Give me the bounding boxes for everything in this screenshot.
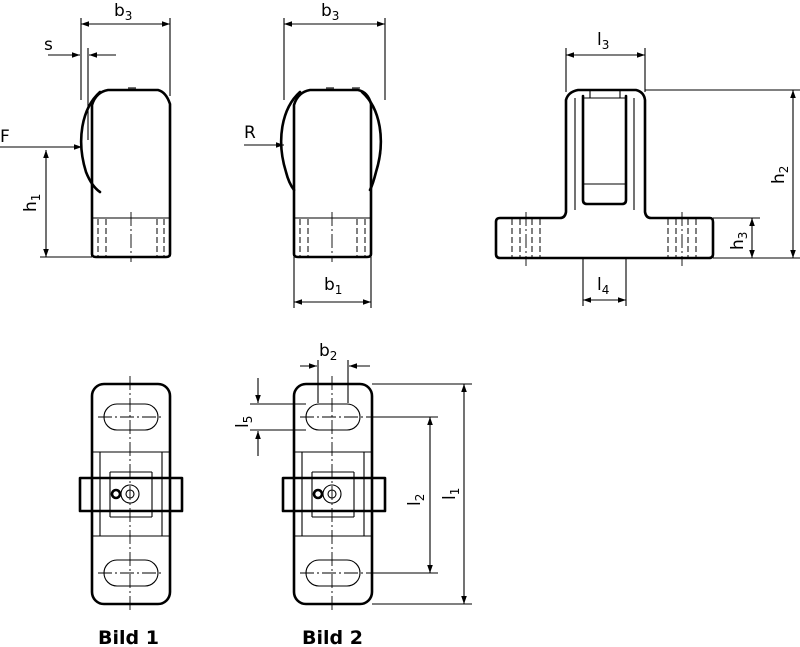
- label-h2: h2: [769, 166, 791, 184]
- housing-outline: [494, 88, 715, 260]
- label-s: s: [44, 35, 53, 55]
- front-view-bild1: [0, 18, 172, 262]
- label-b1: b1: [324, 275, 342, 297]
- label-l1: l1: [440, 488, 462, 500]
- label-R: R: [244, 123, 256, 143]
- body-outline: [292, 88, 373, 259]
- side-view: [494, 48, 800, 306]
- label-b2: b2: [319, 341, 337, 363]
- pin-circle: [312, 488, 324, 500]
- caption-bild2: Bild 2: [302, 627, 363, 647]
- label-b3-bild1: b3: [114, 1, 132, 23]
- label-b3-bild2: b3: [321, 1, 339, 23]
- bracket: [281, 476, 387, 513]
- front-view-bild2: [244, 18, 386, 308]
- label-l4: l4: [597, 275, 609, 297]
- label-h3: h3: [728, 232, 750, 250]
- top-view-bild1: [78, 376, 184, 612]
- label-l2: l2: [405, 494, 427, 506]
- base-plate: [90, 382, 172, 606]
- roller-outline: [79, 90, 102, 194]
- label-l5: l5: [233, 416, 255, 428]
- pin-circle: [110, 488, 122, 500]
- label-h1: h1: [21, 194, 43, 212]
- roller-left: [279, 90, 302, 192]
- bracket: [78, 476, 184, 513]
- roller-yoke: [581, 94, 628, 206]
- top-view-bild2: [250, 360, 472, 612]
- caption-bild1: Bild 1: [98, 627, 159, 647]
- body-outline: [90, 88, 172, 259]
- label-l3: l3: [597, 30, 609, 52]
- label-F: F: [0, 127, 10, 147]
- base-plate: [292, 382, 374, 606]
